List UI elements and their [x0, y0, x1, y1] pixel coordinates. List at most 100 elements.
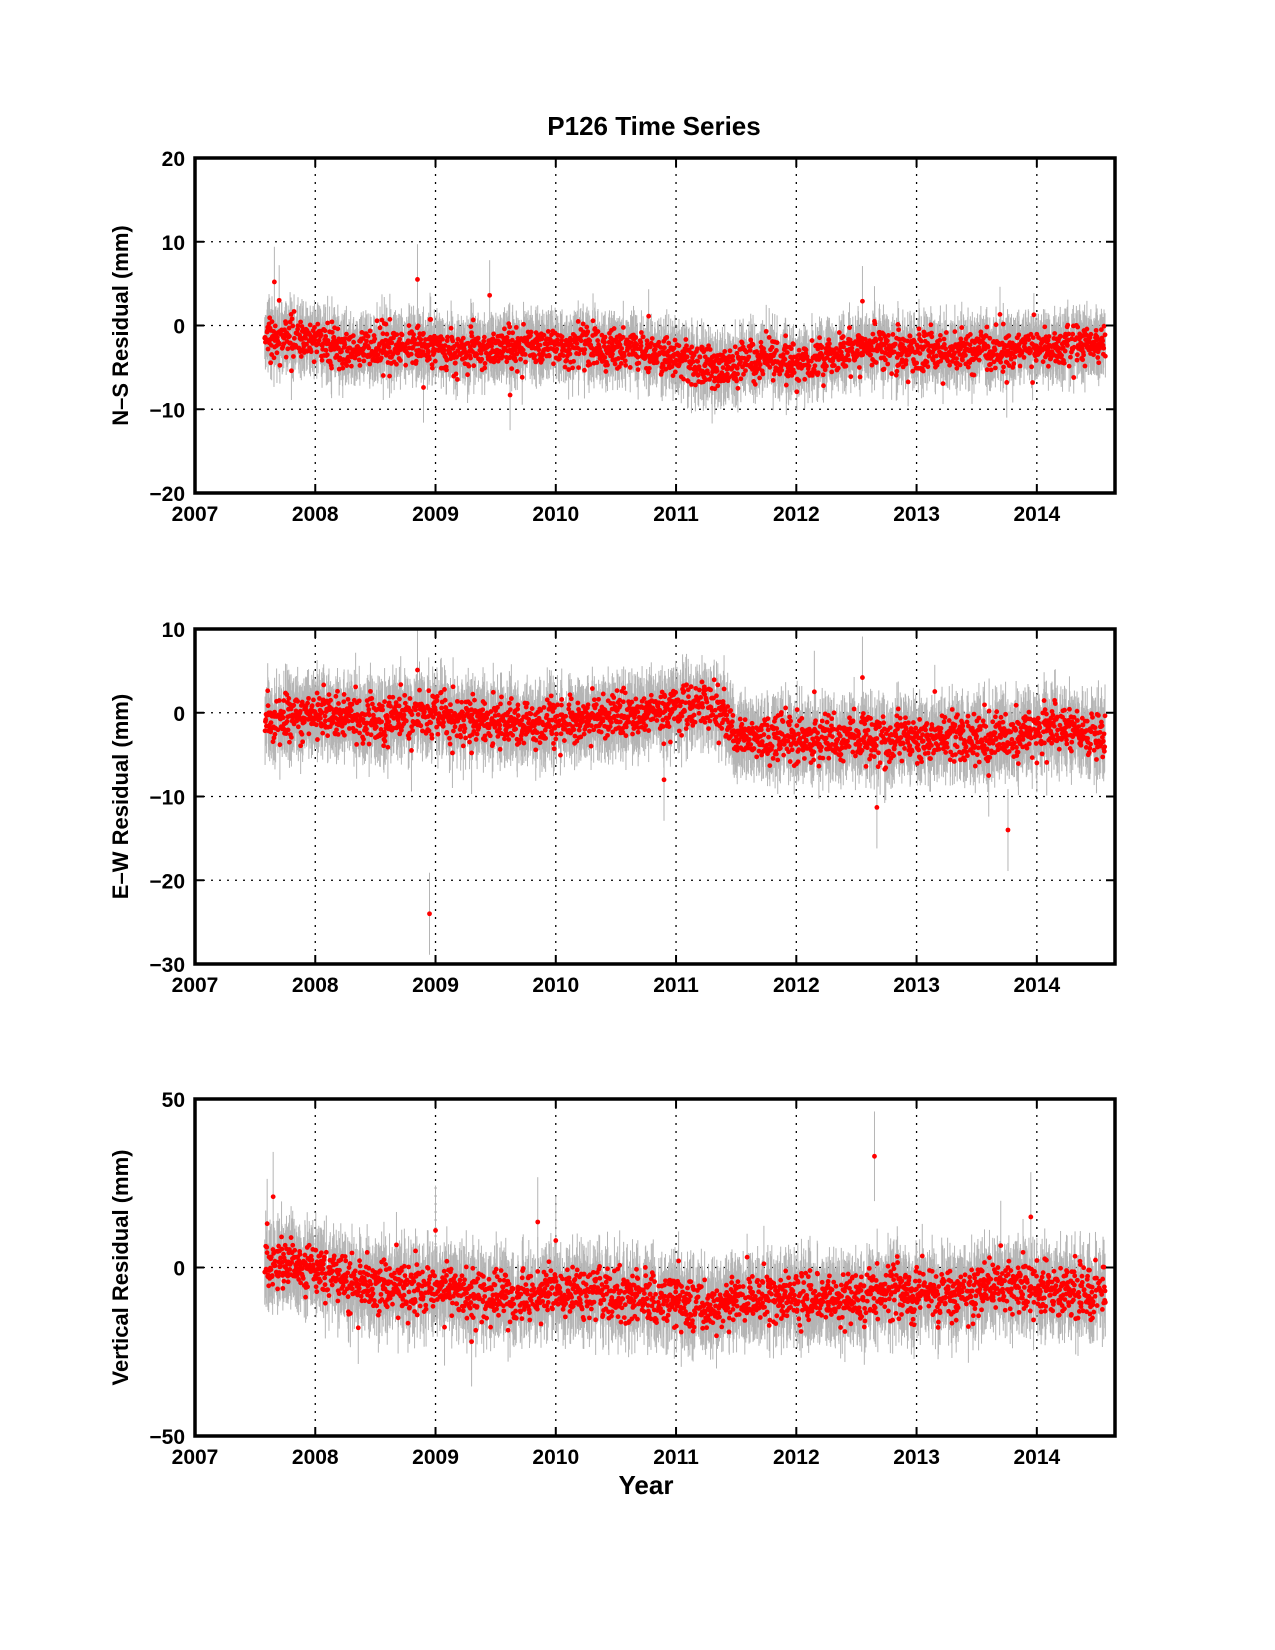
data-point — [815, 346, 821, 352]
x-tick-label: 2011 — [653, 503, 699, 526]
data-point — [432, 358, 438, 364]
data-point — [491, 359, 497, 365]
data-point — [747, 348, 753, 353]
data-point — [379, 317, 385, 323]
data-point — [642, 352, 648, 358]
data-point — [1093, 327, 1099, 333]
data-point — [983, 333, 989, 339]
data-point — [926, 353, 932, 359]
data-point — [345, 354, 351, 360]
data-point — [1030, 380, 1035, 385]
data-point — [559, 338, 565, 343]
data-point — [518, 356, 523, 362]
data-point — [314, 349, 320, 355]
data-point — [513, 324, 519, 330]
data-point — [633, 335, 639, 340]
data-point — [735, 385, 741, 391]
data-point — [841, 344, 846, 350]
data-point — [1001, 364, 1007, 370]
data-point — [623, 362, 629, 368]
data-point — [869, 362, 875, 368]
data-point — [361, 358, 367, 364]
data-point — [342, 336, 348, 341]
data-point — [469, 333, 475, 339]
data-point — [709, 373, 714, 379]
data-point — [1078, 340, 1084, 346]
data-point — [954, 365, 960, 371]
data-point — [836, 357, 842, 363]
data-point — [779, 367, 785, 373]
data-point — [387, 373, 392, 379]
data-point — [763, 328, 769, 334]
data-point — [285, 346, 291, 352]
data-point — [479, 356, 485, 362]
data-point — [454, 377, 460, 382]
data-point — [264, 337, 270, 343]
data-point — [791, 370, 797, 375]
data-point — [454, 354, 460, 360]
data-point — [1071, 375, 1077, 380]
data-point — [627, 344, 633, 349]
data-point — [1056, 360, 1062, 365]
data-point — [440, 336, 445, 342]
data-point — [289, 368, 294, 374]
data-point — [383, 321, 389, 327]
data-point — [855, 348, 860, 353]
data-point — [446, 344, 452, 350]
data-point — [860, 352, 866, 358]
data-point — [684, 343, 689, 349]
data-point — [329, 319, 335, 325]
data-point — [954, 356, 959, 361]
data-point — [967, 332, 973, 337]
data-point — [822, 367, 828, 373]
data-point — [348, 363, 354, 369]
data-point — [574, 341, 580, 346]
data-point — [638, 343, 644, 349]
data-point — [545, 329, 551, 334]
data-point — [705, 370, 711, 376]
data-point — [426, 356, 432, 362]
x-tick-label: 2008 — [292, 503, 339, 526]
data-point — [963, 352, 968, 358]
data-point — [753, 363, 759, 368]
data-point — [1033, 358, 1039, 363]
data-point — [468, 324, 474, 330]
data-point — [482, 365, 488, 371]
data-point — [315, 321, 321, 327]
data-point — [1010, 364, 1016, 370]
data-point — [283, 354, 289, 360]
data-point — [757, 375, 763, 381]
data-point — [312, 337, 318, 343]
data-point — [445, 334, 450, 340]
data-point — [893, 372, 899, 378]
data-point — [380, 373, 386, 378]
data-points — [262, 277, 1108, 398]
data-point — [636, 360, 642, 366]
data-point — [952, 350, 957, 356]
data-point — [504, 359, 510, 365]
data-point — [318, 332, 324, 338]
data-point — [976, 344, 982, 350]
data-point — [992, 347, 998, 352]
data-point — [634, 342, 640, 348]
data-point — [891, 349, 897, 355]
data-point — [474, 352, 480, 357]
data-point — [707, 377, 712, 382]
y-axis-label: N–S Residual (mm) — [108, 225, 133, 426]
data-point — [374, 318, 380, 324]
data-point — [365, 333, 371, 339]
data-point — [1065, 322, 1071, 328]
data-point — [1096, 360, 1102, 366]
data-point — [903, 358, 909, 363]
x-tick-label: 2010 — [532, 503, 579, 526]
data-point — [406, 323, 412, 328]
data-point — [917, 351, 923, 356]
data-point — [541, 332, 547, 338]
data-point — [959, 325, 965, 330]
data-point — [1045, 363, 1051, 369]
data-point — [988, 361, 993, 367]
data-point — [873, 360, 879, 365]
data-point — [1021, 355, 1027, 360]
data-point — [1066, 363, 1072, 369]
